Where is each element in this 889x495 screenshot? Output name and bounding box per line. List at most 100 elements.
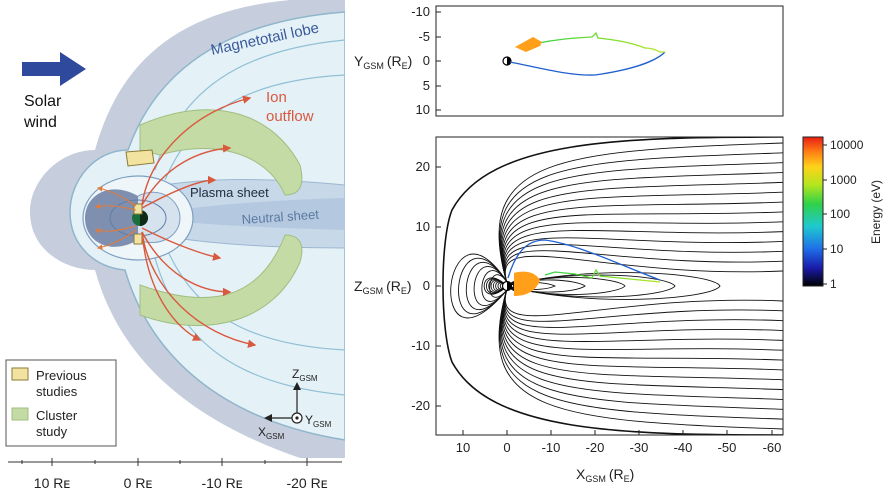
bottom-x-tick: -10 xyxy=(542,440,561,455)
colorbar-tick: 10 xyxy=(830,242,844,256)
bottom-x-tick: 10 xyxy=(456,440,470,455)
top-y-tick: -10 xyxy=(411,4,430,19)
bottom-x-tick: 0 xyxy=(503,440,510,455)
field-line xyxy=(473,266,508,306)
ion-outflow-label: Ion outflow xyxy=(266,89,314,125)
top-earth-icon xyxy=(502,56,512,66)
field-line xyxy=(506,274,676,298)
field-line xyxy=(483,277,508,295)
field-line xyxy=(500,172,783,284)
field-line xyxy=(506,272,721,300)
bottom-y-tick: -20 xyxy=(411,398,430,413)
field-line xyxy=(502,221,783,284)
top-y-tick: -5 xyxy=(418,29,430,44)
scale-tick-label: -10 Rᴇ xyxy=(201,475,242,491)
top-plot: -10 -5 0 5 10 YGSM (RE) xyxy=(354,4,784,117)
field-line xyxy=(501,181,783,284)
field-line xyxy=(499,288,783,420)
field-line xyxy=(501,288,783,381)
bottom-x-tick: -40 xyxy=(674,440,693,455)
field-line xyxy=(502,288,783,351)
energy-colorbar: 10000 1000 100 10 1 Energy (eV) xyxy=(802,136,883,291)
bottom-trajectory-orange xyxy=(514,271,540,296)
neutral-sheet-region xyxy=(160,198,345,230)
field-line xyxy=(502,211,783,284)
bottom-x-axis-label: XGSM (RE) xyxy=(576,466,634,484)
colorbar-gradient xyxy=(802,136,824,287)
bottom-y-tick: -10 xyxy=(411,338,430,353)
field-line xyxy=(503,288,783,335)
top-y-tick: 0 xyxy=(423,53,430,68)
field-line xyxy=(498,288,783,430)
legend-cluster-label: Cluster study xyxy=(36,408,81,439)
field-line xyxy=(503,237,783,284)
field-line xyxy=(499,162,783,284)
colorbar-tick: 10000 xyxy=(830,138,864,152)
bottom-y-tick: 10 xyxy=(416,219,430,234)
axis-x-label: XGSM xyxy=(258,425,285,441)
bottom-earth-icon xyxy=(501,280,513,292)
field-line xyxy=(504,288,783,317)
field-line xyxy=(499,152,783,284)
field-line xyxy=(502,288,783,361)
bottom-x-tick: -50 xyxy=(718,440,737,455)
previous-studies-regions xyxy=(125,149,155,245)
top-trajectory-green xyxy=(529,31,665,53)
bottom-plot-background xyxy=(436,137,783,435)
bottom-x-tick: -20 xyxy=(586,440,605,455)
ion-outflow-sunward-arrows xyxy=(94,186,137,250)
field-line xyxy=(504,288,783,322)
axis-y-label: YGSM xyxy=(305,413,332,429)
field-line xyxy=(489,274,508,298)
field-line xyxy=(503,288,783,342)
bottom-plot: 20 10 0 -10 -20 10 0 -10 -20 -30 -40 -50… xyxy=(354,136,784,484)
field-line xyxy=(504,255,783,284)
scale-tick-label: 0 Rᴇ xyxy=(124,475,153,491)
top-y-axis-label: YGSM (RE) xyxy=(354,53,412,71)
field-line xyxy=(501,191,783,284)
field-line xyxy=(504,288,783,328)
colorbar-tick: 100 xyxy=(830,207,850,221)
field-line xyxy=(500,288,783,400)
bottom-x-tick: -60 xyxy=(763,440,782,455)
colorbar-tick: 1000 xyxy=(830,173,857,187)
field-line xyxy=(506,277,626,295)
field-line xyxy=(502,288,783,371)
gsm-axes-icon: ZGSM XGSM YGSM xyxy=(258,367,332,441)
colorbar-tick: 1 xyxy=(830,277,837,291)
cluster-region-south xyxy=(139,234,303,327)
field-line xyxy=(502,201,783,284)
top-y-tick: 5 xyxy=(423,78,430,93)
bottom-y-tick: 20 xyxy=(416,159,430,174)
colorbar-label: Energy (eV) xyxy=(869,180,883,244)
field-lines xyxy=(442,137,783,435)
top-y-tick: 10 xyxy=(416,102,430,117)
field-line xyxy=(481,270,508,302)
legend-cluster-swatch xyxy=(11,407,29,421)
bottom-y-axis-label: ZGSM (RE) xyxy=(354,278,412,296)
bottom-trajectory-green xyxy=(544,268,661,283)
bottom-x-tick: -30 xyxy=(630,440,649,455)
bottom-y-tick: 0 xyxy=(423,278,430,293)
plasma-sheet-label: Plasma sheet xyxy=(190,185,269,200)
top-trajectory-orange xyxy=(515,37,542,52)
field-line xyxy=(501,288,783,391)
scale-tick-label: -20 Rᴇ xyxy=(286,475,327,491)
field-line xyxy=(499,288,783,410)
distance-scale: 10 Rᴇ 0 Rᴇ -10 Rᴇ -20 Rᴇ xyxy=(8,458,342,491)
scale-tick-label: 10 Rᴇ xyxy=(34,475,71,491)
neutral-sheet-label: Neutral sheet xyxy=(241,207,320,227)
magnetosphere-diagram: Solar wind Magnetotail lobe Ion outflow … xyxy=(0,0,345,458)
ion-outflow-arrows xyxy=(141,95,257,348)
legend-previous-swatch xyxy=(11,367,29,381)
field-line xyxy=(450,253,508,319)
cluster-region-north xyxy=(139,109,303,196)
top-trajectory-blue xyxy=(509,51,666,76)
diagram-legend: Previous studies Cluster study xyxy=(5,359,117,447)
solar-wind-label: Solar wind xyxy=(23,93,66,131)
field-line xyxy=(442,137,783,435)
field-line xyxy=(504,250,783,284)
field-line xyxy=(458,257,508,315)
field-line xyxy=(498,142,783,284)
